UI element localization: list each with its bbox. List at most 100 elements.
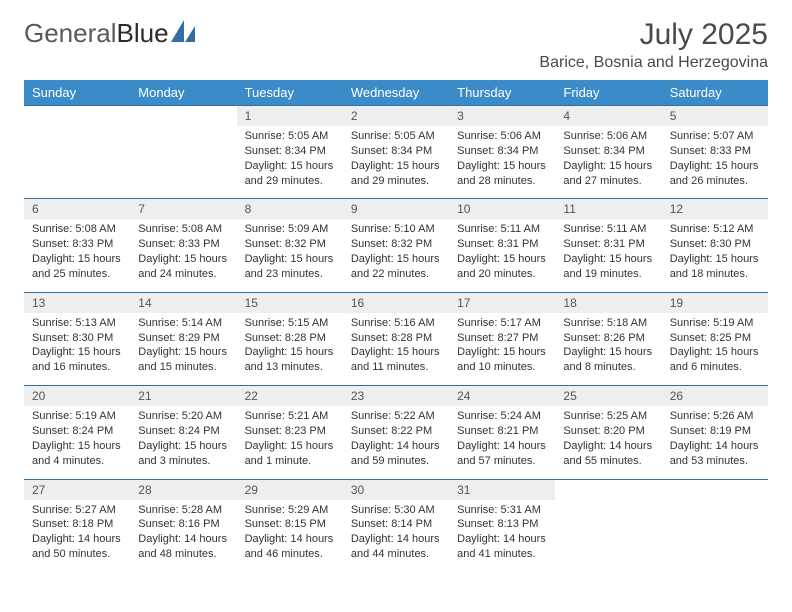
daynum-row: 13141516171819 xyxy=(24,292,768,313)
day-number: 27 xyxy=(24,479,130,500)
day1-text: Daylight: 15 hours xyxy=(670,252,760,267)
sunset-text: Sunset: 8:24 PM xyxy=(138,424,228,439)
sunset-text: Sunset: 8:24 PM xyxy=(32,424,122,439)
day1-text: Daylight: 14 hours xyxy=(670,439,760,454)
day-number xyxy=(24,106,130,127)
day2-text: and 50 minutes. xyxy=(32,547,122,562)
sunrise-text: Sunrise: 5:25 AM xyxy=(563,409,653,424)
sunrise-text: Sunrise: 5:29 AM xyxy=(245,503,335,518)
day2-text: and 20 minutes. xyxy=(457,267,547,282)
sunset-text: Sunset: 8:32 PM xyxy=(351,237,441,252)
day-cell: Sunrise: 5:28 AMSunset: 8:16 PMDaylight:… xyxy=(130,500,236,572)
sunrise-text: Sunrise: 5:19 AM xyxy=(670,316,760,331)
day-number: 21 xyxy=(130,386,236,407)
title-block: July 2025 Barice, Bosnia and Herzegovina xyxy=(539,18,768,72)
sunset-text: Sunset: 8:33 PM xyxy=(32,237,122,252)
sunset-text: Sunset: 8:14 PM xyxy=(351,517,441,532)
day1-text: Daylight: 15 hours xyxy=(563,345,653,360)
day1-text: Daylight: 14 hours xyxy=(351,532,441,547)
sunrise-text: Sunrise: 5:11 AM xyxy=(457,222,547,237)
day-cell: Sunrise: 5:19 AMSunset: 8:25 PMDaylight:… xyxy=(662,313,768,386)
day-cell: Sunrise: 5:15 AMSunset: 8:28 PMDaylight:… xyxy=(237,313,343,386)
day1-text: Daylight: 14 hours xyxy=(138,532,228,547)
day-number: 18 xyxy=(555,292,661,313)
day-number: 1 xyxy=(237,106,343,127)
day1-text: Daylight: 15 hours xyxy=(32,252,122,267)
day2-text: and 53 minutes. xyxy=(670,454,760,469)
weekday-header: Saturday xyxy=(662,80,768,106)
day-number: 20 xyxy=(24,386,130,407)
day1-text: Daylight: 15 hours xyxy=(138,252,228,267)
day1-text: Daylight: 14 hours xyxy=(563,439,653,454)
sunset-text: Sunset: 8:21 PM xyxy=(457,424,547,439)
day1-text: Daylight: 15 hours xyxy=(138,439,228,454)
day-number: 26 xyxy=(662,386,768,407)
sunrise-text: Sunrise: 5:08 AM xyxy=(138,222,228,237)
sunrise-text: Sunrise: 5:07 AM xyxy=(670,129,760,144)
sunrise-text: Sunrise: 5:19 AM xyxy=(32,409,122,424)
weekday-header: Thursday xyxy=(449,80,555,106)
content-row: Sunrise: 5:13 AMSunset: 8:30 PMDaylight:… xyxy=(24,313,768,386)
day-cell: Sunrise: 5:29 AMSunset: 8:15 PMDaylight:… xyxy=(237,500,343,572)
day-number xyxy=(555,479,661,500)
day1-text: Daylight: 15 hours xyxy=(563,252,653,267)
day-cell: Sunrise: 5:14 AMSunset: 8:29 PMDaylight:… xyxy=(130,313,236,386)
day2-text: and 55 minutes. xyxy=(563,454,653,469)
logo-text-1: General xyxy=(24,18,117,49)
day-cell: Sunrise: 5:12 AMSunset: 8:30 PMDaylight:… xyxy=(662,219,768,292)
day2-text: and 23 minutes. xyxy=(245,267,335,282)
sunrise-text: Sunrise: 5:08 AM xyxy=(32,222,122,237)
day-cell: Sunrise: 5:11 AMSunset: 8:31 PMDaylight:… xyxy=(555,219,661,292)
day-number: 24 xyxy=(449,386,555,407)
day1-text: Daylight: 15 hours xyxy=(457,252,547,267)
day2-text: and 48 minutes. xyxy=(138,547,228,562)
day2-text: and 25 minutes. xyxy=(32,267,122,282)
sunset-text: Sunset: 8:34 PM xyxy=(563,144,653,159)
sunrise-text: Sunrise: 5:27 AM xyxy=(32,503,122,518)
sunrise-text: Sunrise: 5:20 AM xyxy=(138,409,228,424)
sunset-text: Sunset: 8:22 PM xyxy=(351,424,441,439)
day-cell: Sunrise: 5:18 AMSunset: 8:26 PMDaylight:… xyxy=(555,313,661,386)
logo-sail-icon xyxy=(171,18,197,49)
sunset-text: Sunset: 8:25 PM xyxy=(670,331,760,346)
day-cell xyxy=(130,126,236,199)
day-cell: Sunrise: 5:20 AMSunset: 8:24 PMDaylight:… xyxy=(130,406,236,479)
location: Barice, Bosnia and Herzegovina xyxy=(539,54,768,72)
day2-text: and 3 minutes. xyxy=(138,454,228,469)
sunset-text: Sunset: 8:26 PM xyxy=(563,331,653,346)
day1-text: Daylight: 15 hours xyxy=(245,252,335,267)
weekday-header: Monday xyxy=(130,80,236,106)
day-cell xyxy=(662,500,768,572)
day-number: 6 xyxy=(24,199,130,220)
sunset-text: Sunset: 8:33 PM xyxy=(138,237,228,252)
sunrise-text: Sunrise: 5:11 AM xyxy=(563,222,653,237)
day-cell: Sunrise: 5:08 AMSunset: 8:33 PMDaylight:… xyxy=(130,219,236,292)
daynum-row: 6789101112 xyxy=(24,199,768,220)
logo: GeneralBlue xyxy=(24,18,197,49)
sunset-text: Sunset: 8:32 PM xyxy=(245,237,335,252)
day1-text: Daylight: 15 hours xyxy=(32,439,122,454)
day-number: 3 xyxy=(449,106,555,127)
day2-text: and 44 minutes. xyxy=(351,547,441,562)
sunset-text: Sunset: 8:34 PM xyxy=(351,144,441,159)
day-number: 16 xyxy=(343,292,449,313)
day-cell: Sunrise: 5:27 AMSunset: 8:18 PMDaylight:… xyxy=(24,500,130,572)
day2-text: and 13 minutes. xyxy=(245,360,335,375)
sunset-text: Sunset: 8:34 PM xyxy=(457,144,547,159)
day1-text: Daylight: 15 hours xyxy=(351,345,441,360)
sunset-text: Sunset: 8:31 PM xyxy=(457,237,547,252)
sunset-text: Sunset: 8:20 PM xyxy=(563,424,653,439)
day2-text: and 8 minutes. xyxy=(563,360,653,375)
day1-text: Daylight: 15 hours xyxy=(457,159,547,174)
day2-text: and 22 minutes. xyxy=(351,267,441,282)
day-cell: Sunrise: 5:30 AMSunset: 8:14 PMDaylight:… xyxy=(343,500,449,572)
day-cell: Sunrise: 5:31 AMSunset: 8:13 PMDaylight:… xyxy=(449,500,555,572)
day-cell: Sunrise: 5:19 AMSunset: 8:24 PMDaylight:… xyxy=(24,406,130,479)
day-cell: Sunrise: 5:17 AMSunset: 8:27 PMDaylight:… xyxy=(449,313,555,386)
day1-text: Daylight: 14 hours xyxy=(457,439,547,454)
day1-text: Daylight: 15 hours xyxy=(245,159,335,174)
weekday-header: Sunday xyxy=(24,80,130,106)
content-row: Sunrise: 5:05 AMSunset: 8:34 PMDaylight:… xyxy=(24,126,768,199)
sunrise-text: Sunrise: 5:10 AM xyxy=(351,222,441,237)
sunrise-text: Sunrise: 5:09 AM xyxy=(245,222,335,237)
